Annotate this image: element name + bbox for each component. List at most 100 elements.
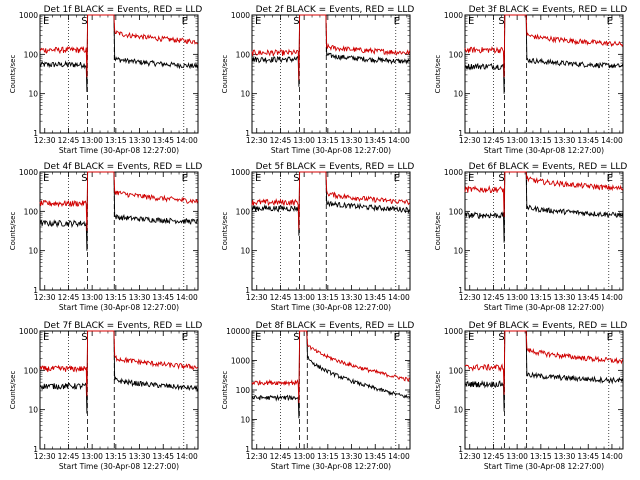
- y-tick-label: 1: [458, 286, 463, 295]
- end-marker-left: E: [468, 332, 474, 343]
- x-tick-label: 13:45: [152, 293, 174, 302]
- y-tick-label: 1: [245, 286, 250, 295]
- x-tick-label: 13:45: [152, 136, 174, 145]
- lld-series-line: [464, 330, 624, 395]
- events-series-line: [464, 14, 624, 94]
- x-tick-label: 13:45: [364, 452, 386, 461]
- x-tick-label: 13:15: [105, 136, 127, 145]
- x-tick-label: 13:45: [577, 136, 599, 145]
- y-tick-label: 100: [24, 366, 39, 375]
- x-axis-label: Start Time (30-Apr-08 12:27:00): [484, 303, 604, 312]
- chart-title: Det 1f BLACK = Events, RED = LLD: [44, 5, 203, 15]
- x-tick-label: 13:30: [341, 452, 363, 461]
- events-series-line: [39, 330, 199, 414]
- start-marker: S: [293, 332, 299, 343]
- lld-series-line: [251, 330, 411, 404]
- x-tick-label: 13:15: [105, 452, 127, 461]
- end-marker-left: E: [468, 173, 474, 184]
- x-axis-label: Start Time (30-Apr-08 12:27:00): [271, 146, 391, 155]
- lld-series-line: [39, 14, 199, 78]
- x-tick-label: 13:45: [364, 136, 386, 145]
- x-tick-label: 12:45: [270, 452, 292, 461]
- plot-frame: [464, 14, 624, 134]
- y-axis-label: Counts/sec: [434, 212, 442, 251]
- x-tick-label: 12:30: [459, 452, 481, 461]
- end-marker: E: [182, 173, 188, 184]
- y-tick-label: 10: [240, 90, 250, 99]
- y-tick-label: 10000: [226, 327, 250, 336]
- x-axis-label: Start Time (30-Apr-08 12:27:00): [59, 303, 179, 312]
- y-tick-label: 1: [33, 286, 38, 295]
- x-tick-label: 12:30: [459, 293, 481, 302]
- end-marker: E: [607, 332, 613, 343]
- chart-title: Det 2f BLACK = Events, RED = LLD: [256, 5, 415, 15]
- y-tick-label: 1: [458, 445, 463, 454]
- x-axis-label: Start Time (30-Apr-08 12:27:00): [484, 462, 604, 471]
- x-axis-label: Start Time (30-Apr-08 12:27:00): [484, 146, 604, 155]
- events-series-line: [464, 330, 624, 412]
- events-series-line: [39, 14, 199, 93]
- x-tick-label: 12:30: [34, 136, 56, 145]
- chart-panel-8: Det 8f BLACK = Events, RED = LLD Start Ti…: [221, 321, 414, 471]
- events-series-line: [251, 14, 411, 87]
- chart-panel-1: Det 1f BLACK = Events, RED = LLD Start Ti…: [9, 5, 202, 155]
- chart-title: Det 5f BLACK = Events, RED = LLD: [256, 162, 415, 172]
- x-axis-label: Start Time (30-Apr-08 12:27:00): [59, 462, 179, 471]
- end-marker: E: [394, 332, 400, 343]
- plot-frame: [464, 330, 624, 450]
- x-tick-label: 12:45: [58, 136, 80, 145]
- y-tick-label: 1000: [444, 168, 463, 177]
- x-tick-label: 13:00: [81, 293, 103, 302]
- x-tick-label: 12:45: [270, 293, 292, 302]
- start-marker: S: [498, 332, 504, 343]
- y-axis-label: Counts/sec: [434, 371, 442, 410]
- y-tick-label: 1: [245, 129, 250, 138]
- plot-frame: [39, 330, 199, 450]
- y-axis-label: Counts/sec: [221, 371, 229, 410]
- start-marker: S: [293, 16, 299, 27]
- chart-panel-4: Det 4f BLACK = Events, RED = LLD Start Ti…: [9, 162, 202, 312]
- end-marker: E: [394, 173, 400, 184]
- y-axis-label: Counts/sec: [221, 55, 229, 94]
- events-series-line: [39, 171, 199, 251]
- plot-frame: [251, 14, 411, 134]
- start-marker: S: [498, 16, 504, 27]
- x-tick-label: 13:45: [152, 452, 174, 461]
- x-tick-label: 13:00: [293, 452, 315, 461]
- y-tick-label: 100: [449, 207, 464, 216]
- y-tick-label: 10: [453, 247, 463, 256]
- end-marker-left: E: [255, 16, 261, 27]
- y-axis-label: Counts/sec: [9, 371, 17, 410]
- events-series-line: [251, 330, 411, 419]
- plot-frame: [39, 14, 199, 134]
- y-tick-label: 100: [236, 386, 251, 395]
- x-tick-label: 14:00: [176, 136, 198, 145]
- y-tick-label: 100: [449, 366, 464, 375]
- x-tick-label: 14:00: [601, 293, 623, 302]
- x-tick-label: 13:30: [554, 136, 576, 145]
- y-tick-label: 10: [240, 416, 250, 425]
- y-tick-label: 10: [28, 90, 38, 99]
- lld-series-line: [39, 330, 198, 397]
- x-tick-label: 14:00: [601, 136, 623, 145]
- x-tick-label: 13:00: [506, 452, 528, 461]
- end-marker: E: [607, 173, 613, 184]
- y-tick-label: 100: [24, 207, 39, 216]
- y-tick-label: 1000: [444, 11, 463, 20]
- plot-frame: [464, 171, 624, 291]
- y-tick-label: 1: [33, 445, 38, 454]
- start-marker: S: [498, 173, 504, 184]
- chart-title: Det 4f BLACK = Events, RED = LLD: [44, 162, 203, 172]
- chart-panel-2: Det 2f BLACK = Events, RED = LLD Start Ti…: [221, 5, 414, 155]
- y-tick-label: 1000: [19, 11, 38, 20]
- lld-series-line: [39, 171, 199, 231]
- x-tick-label: 12:30: [246, 136, 268, 145]
- y-tick-label: 1: [245, 445, 250, 454]
- x-tick-label: 13:15: [317, 136, 339, 145]
- events-series-line: [464, 171, 624, 243]
- y-tick-label: 1: [458, 129, 463, 138]
- x-tick-label: 12:45: [58, 452, 80, 461]
- x-tick-label: 13:15: [530, 293, 552, 302]
- x-tick-label: 13:00: [293, 293, 315, 302]
- x-axis-label: Start Time (30-Apr-08 12:27:00): [271, 303, 391, 312]
